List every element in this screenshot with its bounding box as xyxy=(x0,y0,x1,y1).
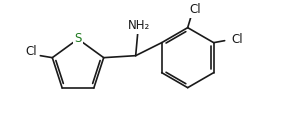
Text: NH₂: NH₂ xyxy=(128,19,150,32)
Text: S: S xyxy=(74,32,82,45)
Text: Cl: Cl xyxy=(232,33,244,46)
Text: Cl: Cl xyxy=(26,45,37,58)
Text: Cl: Cl xyxy=(190,3,202,16)
